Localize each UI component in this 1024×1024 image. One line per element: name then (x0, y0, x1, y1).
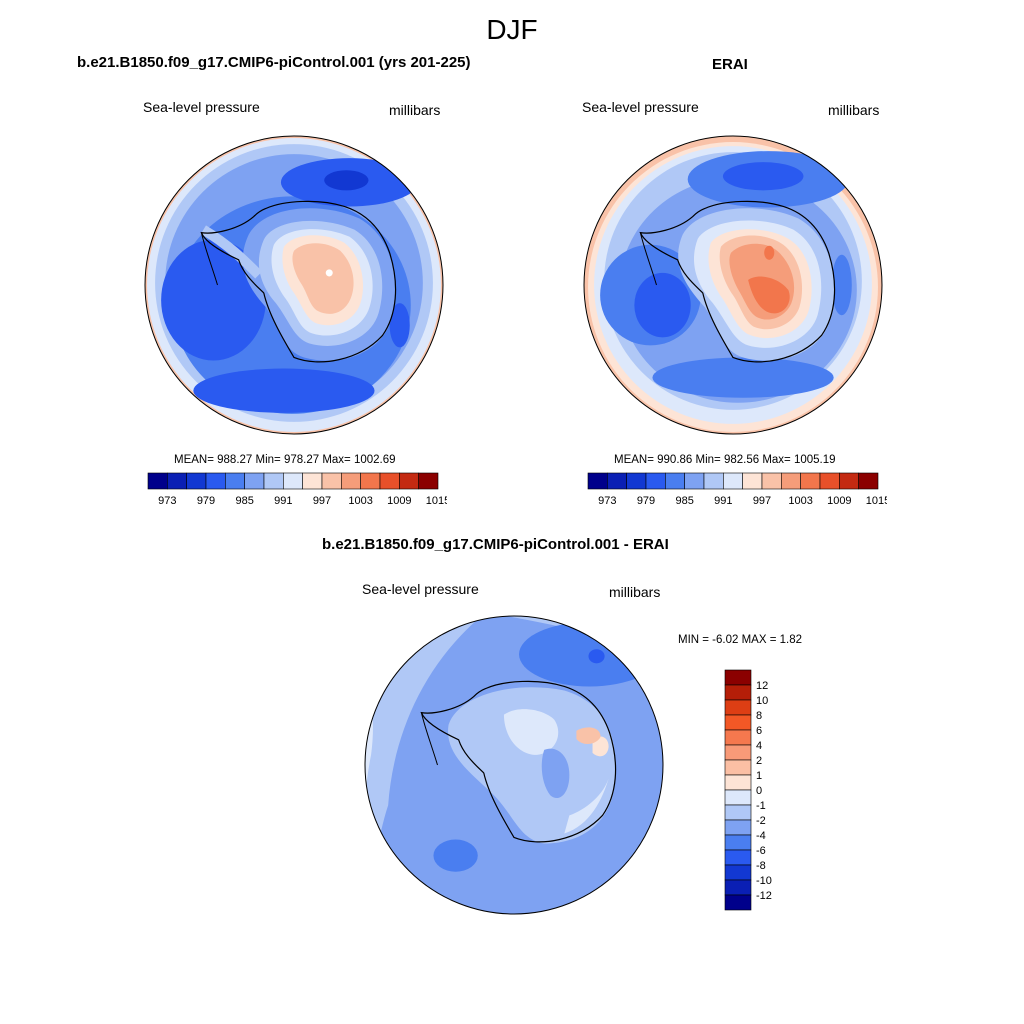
colorbar-tick-label: 991 (714, 495, 732, 507)
obs-colorbar-ticks: 973 979 985 991 997 1003 1009 1015 (598, 495, 887, 507)
colorbar-tick-label: 2 (756, 755, 762, 767)
colorbar-tick-label: 1003 (348, 495, 372, 507)
colorbar-tick-label: -4 (756, 830, 766, 842)
obs-stats: MEAN= 990.86 Min= 982.56 Max= 1005.19 (614, 454, 836, 466)
colorbar-tick-label: 985 (235, 495, 253, 507)
colorbar-swatch (724, 849, 752, 866)
colorbar-swatch (724, 759, 752, 776)
colorbar-swatch (626, 472, 647, 490)
diff-units-label: millibars (609, 584, 661, 600)
colorbar-swatch (724, 864, 752, 881)
colorbar-tick-label: 1015 (866, 495, 887, 507)
colorbar-tick-label: 0 (756, 785, 762, 797)
colorbar-tick-label: -2 (756, 815, 766, 827)
colorbar-swatch (839, 472, 859, 490)
colorbar-swatch (742, 472, 763, 490)
colorbar-swatch (781, 472, 801, 490)
colorbar-swatch (263, 472, 284, 490)
diff-colorbar (724, 669, 752, 911)
colorbar-swatch (724, 879, 752, 896)
colorbar-swatch (724, 834, 752, 851)
colorbar-swatch (321, 472, 342, 490)
colorbar-swatch (205, 472, 226, 490)
colorbar-swatch (399, 472, 419, 490)
colorbar-swatch (724, 819, 752, 836)
colorbar-swatch (225, 472, 245, 490)
colorbar-swatch (724, 774, 752, 791)
colorbar-swatch (761, 472, 782, 490)
colorbar-tick-label: 997 (313, 495, 331, 507)
colorbar-swatch (684, 472, 705, 490)
colorbar-swatch (302, 472, 323, 490)
colorbar-swatch (186, 472, 207, 490)
colorbar-tick-label: 973 (598, 495, 616, 507)
model-variable-label: Sea-level pressure (143, 99, 260, 115)
colorbar-tick-label: 1003 (788, 495, 812, 507)
colorbar-swatch (724, 684, 752, 701)
colorbar-swatch (341, 472, 361, 490)
colorbar-tick-label: -1 (756, 800, 766, 812)
model-units-label: millibars (389, 102, 441, 118)
model-polar-map (144, 135, 444, 435)
colorbar-swatch (645, 472, 666, 490)
colorbar-tick-label: 991 (274, 495, 292, 507)
colorbar-swatch (724, 699, 752, 716)
obs-variable-label: Sea-level pressure (582, 99, 699, 115)
colorbar-swatch (800, 472, 821, 490)
colorbar-swatch (244, 472, 265, 490)
obs-colorbar (587, 472, 879, 490)
colorbar-tick-label: 979 (197, 495, 215, 507)
figure-title: DJF (486, 14, 538, 45)
colorbar-tick-label: 1009 (827, 495, 851, 507)
colorbar-swatch (819, 472, 840, 490)
colorbar-swatch (724, 894, 752, 911)
colorbar-tick-label: 973 (158, 495, 176, 507)
colorbar-swatch (858, 472, 879, 490)
colorbar-swatch (283, 472, 303, 490)
model-panel-title: b.e21.B1850.f09_g17.CMIP6-piControl.001 … (77, 54, 471, 71)
colorbar-tick-label: 979 (637, 495, 655, 507)
diff-polar-map (364, 615, 664, 915)
colorbar-swatch (665, 472, 685, 490)
colorbar-swatch (723, 472, 743, 490)
colorbar-tick-label: 1 (756, 770, 762, 782)
diff-panel-title: b.e21.B1850.f09_g17.CMIP6-piControl.001 … (322, 536, 669, 553)
colorbar-tick-label: 1009 (387, 495, 411, 507)
colorbar-tick-label: 10 (756, 695, 768, 707)
obs-polar-map (583, 135, 883, 435)
model-colorbar (147, 472, 439, 490)
colorbar-swatch (379, 472, 400, 490)
colorbar-swatch (724, 729, 752, 746)
colorbar-swatch (167, 472, 187, 490)
colorbar-swatch (607, 472, 627, 490)
colorbar-tick-label: -8 (756, 860, 766, 872)
colorbar-swatch (724, 669, 752, 686)
colorbar-swatch (418, 472, 439, 490)
colorbar-swatch (360, 472, 381, 490)
colorbar-tick-label: 4 (756, 740, 762, 752)
colorbar-tick-label: 6 (756, 725, 762, 737)
colorbar-tick-label: -10 (756, 875, 772, 887)
colorbar-swatch (724, 804, 752, 821)
model-colorbar-ticks: 973 979 985 991 997 1003 1009 1015 (158, 495, 447, 507)
colorbar-tick-label: 985 (675, 495, 693, 507)
colorbar-tick-label: -12 (756, 890, 772, 902)
obs-units-label: millibars (828, 102, 880, 118)
colorbar-swatch (147, 472, 168, 490)
colorbar-swatch (724, 744, 752, 761)
colorbar-swatch (724, 714, 752, 731)
diff-stats: MIN = -6.02 MAX = 1.82 (678, 634, 803, 646)
colorbar-swatch (724, 789, 752, 806)
colorbar-tick-label: 8 (756, 710, 762, 722)
colorbar-tick-label: 12 (756, 680, 768, 692)
obs-panel-title: ERAI (712, 56, 748, 73)
colorbar-swatch (703, 472, 724, 490)
colorbar-tick-label: 1015 (426, 495, 447, 507)
colorbar-tick-label: -6 (756, 845, 766, 857)
colorbar-swatch (587, 472, 608, 490)
colorbar-tick-label: 997 (753, 495, 771, 507)
model-stats: MEAN= 988.27 Min= 978.27 Max= 1002.69 (174, 454, 396, 466)
diff-variable-label: Sea-level pressure (362, 581, 479, 597)
